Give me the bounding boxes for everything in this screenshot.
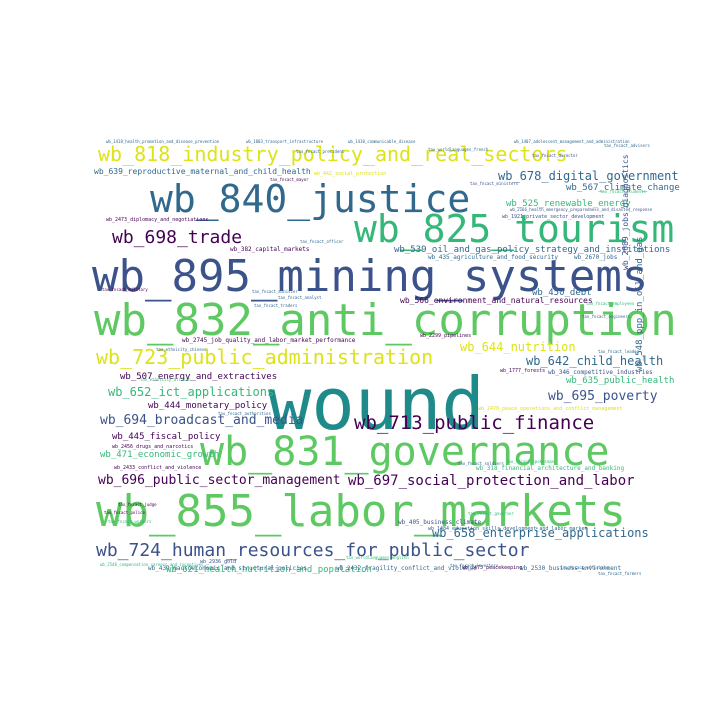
cloud-word: wb_713_public_finance [354, 412, 595, 434]
cloud-word: tax_fncact_analyst [278, 295, 322, 300]
cloud-word: wb_2456_drugs_and_narcotics [112, 444, 194, 450]
cloud-word: wb_1418_health_promotion_and_disease_pre… [106, 139, 220, 144]
cloud-word: wb_2670_jobs [574, 254, 618, 261]
cloud-word: wb_1484_education_skills_development_and… [428, 526, 588, 532]
cloud-word: tax_worldlanguages_english [346, 555, 409, 560]
cloud-word: wb_445_fiscal_policy [112, 432, 221, 442]
cloud-word: wb_723_public_administration [96, 345, 434, 369]
cloud-word: tax_fncact_authorities [218, 411, 271, 416]
cloud-word: wb_652_ict_applications [108, 385, 275, 399]
cloud-word: tax_fncact_officer [300, 239, 344, 244]
cloud-word: tax_fncact_advisers [604, 143, 650, 148]
cloud-word: wb_635_public_health [566, 376, 675, 386]
cloud-word: wound [268, 362, 485, 446]
cloud-word: tax_fncact_minister [252, 289, 298, 294]
cloud-word: wb_818_industry_policy_and_real_sectors [98, 142, 568, 166]
cloud-word: wb_439_macroeconomic_and_structural_poli… [148, 565, 307, 572]
cloud-word: wb_678_digital_government [498, 169, 679, 183]
cloud-word: wb_405_business_climate [398, 519, 482, 526]
cloud-word: tax_fncact_officials [560, 565, 609, 570]
cloud-word: wb_346_competitive_industries [548, 369, 653, 376]
cloud-word: wb_855_labor_markets [96, 486, 626, 537]
cloud-word: wb_724_human_resources_for_public_sector [96, 540, 530, 561]
cloud-word: tax_fncact_mayor [270, 177, 309, 182]
cloud-word: wb_642_child_health [526, 354, 664, 368]
cloud-word: wb_2299_pipelines [420, 333, 472, 339]
cloud-word: wb_644_nutrition [460, 340, 576, 354]
cloud-word: wb_442_social_protection [314, 171, 387, 177]
cloud-word: wb_471_economic_growth [100, 450, 220, 460]
cloud-word: tax_fncact_investors [450, 563, 499, 568]
cloud-word: tax_fncact_workers [108, 519, 152, 524]
cloud-word: wb_2473_diplomacy_and_negotiations [106, 217, 209, 223]
cloud-word: tax_fncact_police [104, 510, 145, 515]
cloud-word: wb_2745_job_quality_and_labor_market_per… [182, 337, 356, 344]
cloud-word: tax_fncact_traders [254, 303, 298, 308]
cloud-word: tax_fncact_governor [468, 511, 514, 516]
cloud-word: tax_fncact_farmers [598, 571, 642, 576]
cloud-word: wb_698_trade [112, 227, 243, 248]
cloud-word: wb_825_tourism [354, 207, 675, 251]
cloud-word: wb_697_social_protection_and_labor [348, 473, 635, 489]
cloud-word: tax_fncact_students [600, 189, 646, 194]
cloud-word: wb_318_financial_architecture_and_bankin… [476, 465, 625, 472]
cloud-word: tax_fncact_leader [598, 349, 639, 354]
cloud-word: wb_1921_private_sector_development [502, 214, 605, 220]
cloud-word: wb_382_capital_markets [230, 246, 310, 253]
cloud-word: wb_567_climate_change [566, 183, 680, 193]
cloud-word: wb_1777_forests [500, 368, 546, 374]
cloud-word: wb_832_anti_corruption [94, 295, 677, 346]
cloud-word: tax_fncact_judge [118, 502, 157, 507]
cloud-word: wb_450_debt [532, 288, 592, 298]
cloud-word: tax_ethnicity_african [140, 377, 191, 382]
cloud-word: wb_895_mining_systems [92, 251, 649, 302]
cloud-word: wb_2548_compensation_careers_and_incenti… [100, 562, 204, 567]
cloud-word: wb_695_poverty [548, 389, 658, 404]
cloud-word: wb_2689_jobs_diagnostics [621, 154, 630, 270]
cloud-word: wb_2530_business_environment [520, 565, 622, 572]
cloud-word: wb_840_justice [150, 177, 471, 221]
cloud-word: wb_639_reproductive_maternal_and_child_h… [94, 167, 311, 176]
cloud-word: tax_fncact_director [532, 153, 578, 158]
cloud-word: tax_fncact_ministers [470, 181, 519, 186]
cloud-word: wb_831_governance [200, 429, 610, 475]
cloud-word: wb_539_oil_and_gas_policy_strategy_and_i… [394, 245, 671, 255]
cloud-word: wb_621_health_nutrition_and_population [166, 565, 372, 575]
cloud-word: wb_2936_gold [200, 559, 237, 565]
cloud-word: wb_2433_conflict_and_violence [114, 465, 202, 471]
cloud-word: tax_fncact_engineers [582, 314, 631, 319]
cloud-word: tax_fncact_spokesman [506, 459, 555, 464]
cloud-word: wb_696_public_sector_management [98, 473, 341, 488]
cloud-word: tax_fncact_military [102, 287, 148, 292]
cloud-word: wb_2432_fragility_conflict_and_violence [336, 565, 477, 572]
cloud-word: wb_2475_peacekeeping [462, 565, 523, 571]
cloud-word: wb_1410_communicable_disease [348, 139, 416, 144]
cloud-word: wb_694_broadcast_and_media [100, 413, 304, 428]
cloud-word: wb_1803_transport_infrastructure [246, 139, 324, 144]
cloud-word: tax_worldlanguages_french [428, 147, 489, 152]
cloud-word: tax_fncact_president [296, 149, 345, 154]
cloud-word: wb_2166_health_emergency_preparedness_an… [510, 207, 653, 212]
cloud-word: wb_2470_peace_operations_and_conflict_ma… [478, 406, 623, 412]
cloud-word: wb_1407_adolescent_management_and_admini… [514, 139, 630, 144]
cloud-word: tax_fncact_employees [586, 301, 635, 306]
cloud-word: wb_435_agriculture_and_food_security [428, 254, 559, 261]
cloud-word: tax_ethnicity_chinese [156, 347, 207, 352]
cloud-word: wb_525_renewable_energy [506, 199, 631, 209]
cloud-word: wb_444_monetary_policy [148, 401, 268, 411]
cloud-word: wb_566_environment_and_natural_resources [400, 296, 593, 305]
cloud-word: wb_507_energy_and_extractives [120, 372, 278, 382]
cloud-word: tax_fncact_soldiers [458, 461, 504, 466]
cloud-word: wb_658_enterprise_applications [432, 526, 649, 540]
